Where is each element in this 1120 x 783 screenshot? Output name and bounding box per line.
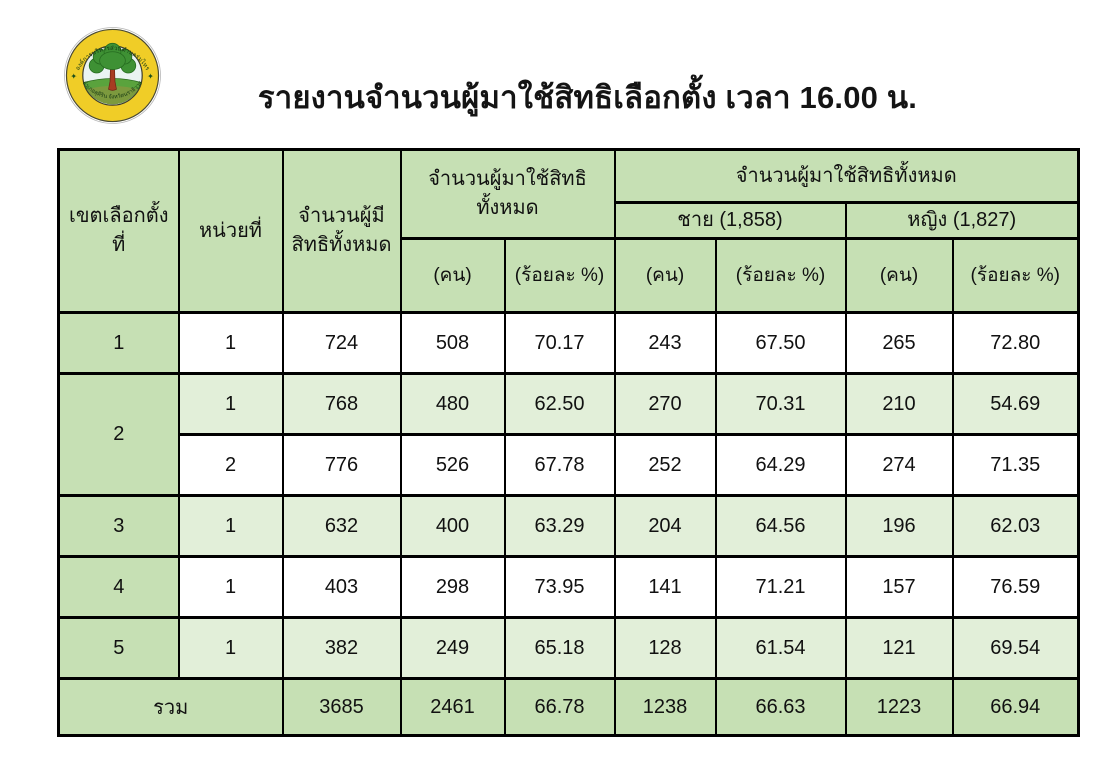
zone-cell: 4 — [57, 555, 180, 619]
logo-ground-shadow — [86, 85, 139, 105]
col-header-constituency-line2: ที่ — [112, 234, 126, 256]
female-pct-cell: 54.69 — [951, 372, 1080, 436]
male-cell: 243 — [613, 311, 717, 375]
female-pct-cell: 71.35 — [951, 433, 1080, 497]
eligible-cell: 768 — [281, 372, 402, 436]
total-turnout-cell: 2461 — [399, 677, 506, 737]
sub-header-female-persons: (คน) — [844, 237, 954, 314]
table-row-total: รวม 3685 2461 66.78 1238 66.63 1223 66.9… — [57, 677, 1080, 737]
unit-cell: 1 — [177, 494, 284, 558]
turnout-cell: 298 — [399, 555, 506, 619]
table-row-zone2-unit1: 2 1 768 480 62.50 270 70.31 210 54.69 — [57, 372, 1080, 497]
turnout-pct-cell: 65.18 — [503, 616, 616, 680]
table-row-zone2-unit2: 2 776 526 67.78 252 64.29 274 71.35 — [59, 433, 1080, 497]
turnout-pct-cell: 67.78 — [503, 433, 616, 497]
eligible-cell: 724 — [281, 311, 402, 375]
group-header-turnout-by-gender: จำนวนผู้มาใช้สิทธิทั้งหมด — [613, 148, 1080, 204]
male-pct-cell: 71.21 — [714, 555, 847, 619]
report-table: เขตเลือกตั้ง ที่ หน่วยที่ จำนวนผู้มี สิท… — [57, 148, 1080, 737]
eligible-cell: 403 — [281, 555, 402, 619]
male-cell: 252 — [613, 433, 717, 497]
turnout-cell: 508 — [399, 311, 506, 375]
unit-cell: 1 — [177, 616, 284, 680]
eligible-cell: 776 — [281, 433, 402, 497]
male-cell: 128 — [613, 616, 717, 680]
female-cell: 121 — [844, 616, 954, 680]
sub-header-male-percent: (ร้อยละ %) — [714, 237, 847, 314]
male-pct-cell: 64.56 — [714, 494, 847, 558]
turnout-pct-cell: 63.29 — [503, 494, 616, 558]
male-cell: 270 — [613, 372, 717, 436]
female-cell: 196 — [844, 494, 954, 558]
table-row-zone3: 3 1 632 400 63.29 204 64.56 196 62.03 — [57, 494, 1080, 558]
col-header-unit: หน่วยที่ — [177, 148, 284, 314]
col-header-constituency-line1: เขตเลือกตั้ง — [69, 205, 169, 227]
total-turnout-pct-cell: 66.78 — [503, 677, 616, 737]
total-label-cell: รวม — [57, 677, 284, 737]
male-pct-cell: 64.29 — [714, 433, 847, 497]
eligible-cell: 632 — [281, 494, 402, 558]
female-pct-cell: 72.80 — [951, 311, 1080, 375]
unit-cell: 1 — [177, 555, 284, 619]
turnout-cell: 526 — [399, 433, 506, 497]
turnout-pct-cell: 70.17 — [503, 311, 616, 375]
male-pct-cell: 61.54 — [714, 616, 847, 680]
col-header-eligible: จำนวนผู้มี สิทธิทั้งหมด — [281, 148, 402, 314]
turnout-pct-cell: 73.95 — [503, 555, 616, 619]
unit-cell: 1 — [177, 372, 284, 436]
female-pct-cell: 62.03 — [951, 494, 1080, 558]
col-header-eligible-line1: จำนวนผู้มี — [298, 205, 385, 227]
header-row-1: เขตเลือกตั้ง ที่ หน่วยที่ จำนวนผู้มี สิท… — [57, 148, 1080, 314]
subgroup-header-female: หญิง (1,827) — [844, 201, 1080, 240]
sub-header-turnout-percent: (ร้อยละ %) — [503, 237, 616, 314]
total-male-pct-cell: 66.63 — [714, 677, 847, 737]
turnout-cell: 480 — [399, 372, 506, 436]
table-row-zone1: 1 1 724 508 70.17 243 67.50 265 72.80 — [57, 311, 1080, 375]
group-header-turnout-line1: จำนวนผู้มาใช้สิทธิ — [428, 168, 587, 190]
turnout-cell: 400 — [399, 494, 506, 558]
total-female-cell: 1223 — [844, 677, 954, 737]
female-cell: 274 — [844, 433, 954, 497]
sub-header-turnout-persons: (คน) — [399, 237, 506, 314]
logo-star-right: ✦ — [147, 72, 154, 81]
female-pct-cell: 69.54 — [951, 616, 1080, 680]
header-row-2: ชาย (1,858) หญิง (1,827) — [59, 201, 1080, 240]
zone-cell: 3 — [57, 494, 180, 558]
male-pct-cell: 70.31 — [714, 372, 847, 436]
total-female-pct-cell: 66.94 — [951, 677, 1080, 737]
table-row-zone4: 4 1 403 298 73.95 141 71.21 157 76.59 — [57, 555, 1080, 619]
total-male-cell: 1238 — [613, 677, 717, 737]
logo-tree-canopy — [88, 42, 137, 74]
male-cell: 204 — [613, 494, 717, 558]
group-header-turnout-line2: ทั้งหมด — [476, 197, 539, 219]
male-cell: 141 — [613, 555, 717, 619]
total-eligible-cell: 3685 — [281, 677, 402, 737]
unit-cell: 2 — [177, 433, 284, 497]
sub-header-male-persons: (คน) — [613, 237, 717, 314]
zone-cell: 1 — [57, 311, 180, 375]
table-row-zone5: 5 1 382 249 65.18 128 61.54 121 69.54 — [57, 616, 1080, 680]
logo-star-left: ✦ — [70, 72, 77, 81]
zone-cell: 2 — [57, 372, 180, 497]
female-pct-cell: 76.59 — [951, 555, 1080, 619]
zone-cell: 5 — [57, 616, 180, 680]
turnout-pct-cell: 62.50 — [503, 372, 616, 436]
municipality-logo: ✦ ✦ องค์การบริหารส่วนตำบลร่มไทร อำเภอสุค… — [64, 27, 161, 124]
sub-header-female-percent: (ร้อยละ %) — [951, 237, 1080, 314]
col-header-eligible-line2: สิทธิทั้งหมด — [291, 234, 392, 256]
male-pct-cell: 67.50 — [714, 311, 847, 375]
col-header-constituency: เขตเลือกตั้ง ที่ — [57, 148, 180, 314]
female-cell: 210 — [844, 372, 954, 436]
eligible-cell: 382 — [281, 616, 402, 680]
female-cell: 157 — [844, 555, 954, 619]
group-header-turnout: จำนวนผู้มาใช้สิทธิ ทั้งหมด — [399, 148, 616, 240]
header-row-3: (คน) (ร้อยละ %) (คน) (ร้อยละ %) (คน) (ร้… — [59, 237, 1080, 314]
turnout-cell: 249 — [399, 616, 506, 680]
female-cell: 265 — [844, 311, 954, 375]
unit-cell: 1 — [177, 311, 284, 375]
subgroup-header-male: ชาย (1,858) — [613, 201, 847, 240]
page-title: รายงานจำนวนผู้มาใช้สิทธิเลือกตั้ง เวลา 1… — [257, 80, 918, 115]
